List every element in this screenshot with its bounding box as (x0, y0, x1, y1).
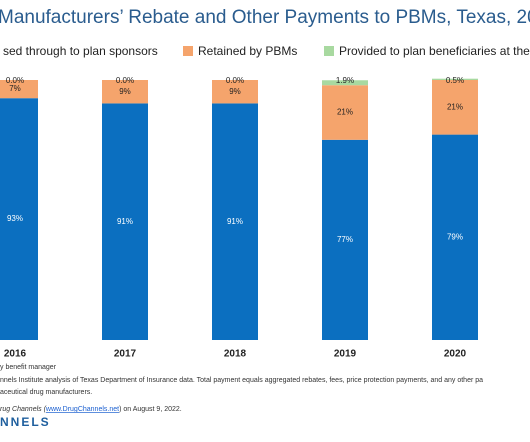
data-label: 1.9% (336, 76, 354, 85)
bar-segment (432, 80, 478, 135)
footnote: nnels Institute analysis of Texas Depart… (0, 377, 483, 384)
bar-segment (0, 80, 38, 99)
x-tick-label: 2016 (4, 349, 27, 360)
source-text: rug Channels ( (0, 406, 47, 413)
x-tick-label: 2018 (224, 349, 247, 360)
data-label: 0.0% (116, 76, 134, 85)
data-label: 9% (229, 87, 241, 96)
x-tick-label: 2017 (114, 349, 137, 360)
bar-segment (322, 80, 368, 86)
source-note: rug Channels (www.DrugChannels.net) on A… (0, 406, 182, 413)
x-tick-label: 2019 (334, 349, 357, 360)
source-text: ) on August 9, 2022. (119, 406, 182, 413)
data-label: 91% (227, 217, 243, 226)
logo: NNELS (0, 415, 51, 429)
legend-label: sed through to plan sponsors (3, 44, 158, 58)
footnote: aceutical drug manufacturers. (0, 389, 92, 396)
footnote: y benefit manager (0, 364, 57, 371)
bar-segment (212, 80, 258, 104)
legend-swatch (324, 46, 334, 56)
bar-segment (0, 98, 38, 340)
chart-title: Manufacturers’ Rebate and Other Payments… (0, 7, 530, 28)
legend-label: Provided to plan beneficiaries at the p (339, 44, 530, 58)
data-label: 0.0% (6, 76, 24, 85)
data-label: 21% (447, 102, 463, 111)
data-label: 79% (447, 232, 463, 241)
legend-label: Retained by PBMs (198, 44, 297, 58)
data-label: 0.0% (226, 76, 244, 85)
data-label: 91% (117, 217, 133, 226)
data-label: 21% (337, 108, 353, 117)
bar-segment (102, 80, 148, 104)
data-label: 7% (9, 84, 21, 93)
bar-segment (212, 103, 258, 341)
legend-swatch (183, 46, 193, 56)
source-link[interactable]: www.DrugChannels.net (45, 406, 119, 413)
x-tick-label: 2020 (444, 349, 467, 360)
data-label: 93% (7, 214, 23, 223)
data-label: 0.5% (446, 76, 464, 85)
data-label: 9% (119, 87, 131, 96)
bar-segment (102, 103, 148, 341)
bar-segment (322, 85, 368, 140)
bar-segment (432, 134, 478, 340)
bar-segment (322, 139, 368, 340)
bar-segment (432, 78, 478, 80)
data-label: 77% (337, 235, 353, 244)
